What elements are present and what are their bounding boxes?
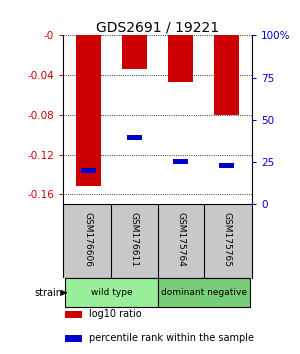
Text: wild type: wild type [91,288,132,297]
Text: strain: strain [34,288,62,298]
Text: log10 ratio: log10 ratio [89,309,142,319]
Bar [65,278,158,307]
Bar [158,278,250,307]
Bar [173,159,188,164]
Bar [65,311,82,318]
Bar [76,35,101,187]
Text: GSM175764: GSM175764 [176,212,185,267]
Bar [65,335,82,342]
Bar [81,168,96,173]
Bar [168,35,193,82]
Bar [214,35,239,115]
Title: GDS2691 / 19221: GDS2691 / 19221 [96,20,219,34]
Text: GSM176606: GSM176606 [84,212,93,267]
Text: percentile rank within the sample: percentile rank within the sample [89,333,254,343]
Text: dominant negative: dominant negative [160,288,247,297]
Text: GSM175765: GSM175765 [222,212,231,267]
Bar [127,135,142,140]
Bar [219,163,234,168]
Text: GSM176611: GSM176611 [130,212,139,267]
Bar [122,35,147,69]
